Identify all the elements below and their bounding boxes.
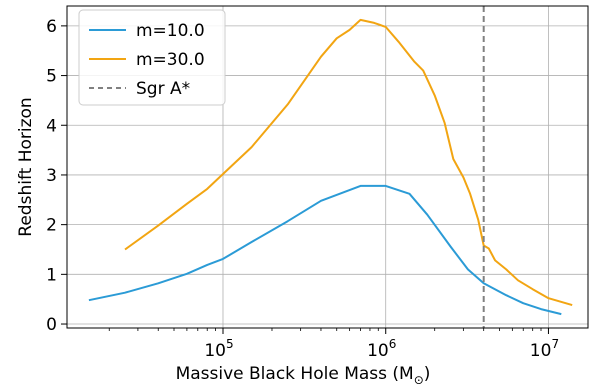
legend-label-sgr-a: Sgr A*: [136, 79, 190, 99]
legend-box: [78, 9, 226, 106]
legend: m=10.0 m=30.0 Sgr A*: [78, 9, 226, 106]
x-axis-label-close: ): [424, 364, 431, 384]
x-axis-label-sun-symbol: ⊙: [414, 373, 424, 384]
y-tick-label: 1: [46, 265, 57, 285]
x-tick-base: 10: [204, 341, 226, 361]
x-axis-label: Massive Black Hole Mass (M⊙): [176, 364, 431, 384]
y-tick-label: 5: [46, 67, 57, 87]
y-tick-label: 3: [46, 166, 57, 186]
grid-lines: [67, 6, 588, 328]
series-line-m10: [88, 184, 562, 316]
x-tick-base: 10: [530, 341, 552, 361]
x-tick-exponent: 7: [551, 337, 559, 351]
x-tick-exponent: 5: [226, 337, 234, 351]
x-tick-label: 105: [204, 337, 233, 361]
y-tick-label: 6: [46, 17, 57, 37]
x-tick-label: 106: [367, 337, 396, 361]
x-tick-label: 107: [530, 337, 559, 361]
legend-label-m30: m=30.0: [136, 50, 205, 70]
x-tick-base: 10: [367, 341, 389, 361]
series-line-m30: [124, 18, 573, 307]
y-axis-label: Redshift Horizon: [16, 97, 36, 236]
x-axis-label-main: Massive Black Hole Mass (M: [176, 364, 414, 384]
x-tick-exponent: 6: [389, 337, 397, 351]
y-tick-label: 2: [46, 216, 57, 236]
legend-label-m10: m=10.0: [136, 21, 205, 41]
y-tick-label: 0: [46, 315, 57, 335]
series-lines: [88, 6, 573, 328]
plot-frame: [66, 5, 589, 329]
y-tick-label: 4: [46, 116, 57, 136]
